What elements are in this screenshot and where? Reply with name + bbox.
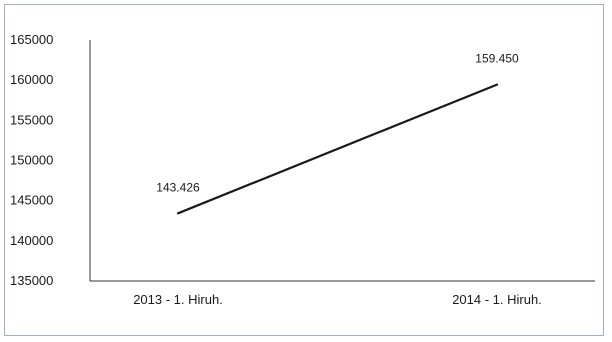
y-axis-ticks: 165000 160000 155000 150000 145000 140000 1350… — [10, 32, 53, 288]
data-label: 143.426 — [156, 180, 200, 194]
y-tick-label: 165000 — [10, 32, 53, 47]
y-tick-label: 150000 — [10, 153, 53, 168]
series-line — [176, 83, 499, 215]
data-label: 159.450 — [475, 52, 519, 66]
x-tick-label: 2014 - 1. Hiruh. — [452, 292, 542, 307]
y-tick-label: 145000 — [10, 193, 53, 208]
y-tick-label: 160000 — [10, 72, 53, 87]
x-axis-ticks: 2013 - 1. Hiruh. 2014 - 1. Hiruh. — [133, 292, 542, 307]
data-labels: 143.426 159.450 — [156, 52, 519, 195]
y-tick-label: 140000 — [10, 233, 53, 248]
y-tick-label: 155000 — [10, 112, 53, 127]
x-tick-label: 2013 - 1. Hiruh. — [133, 292, 223, 307]
chart-axes — [89, 40, 595, 282]
y-tick-label: 135000 — [10, 273, 53, 288]
chart-series — [176, 83, 499, 215]
